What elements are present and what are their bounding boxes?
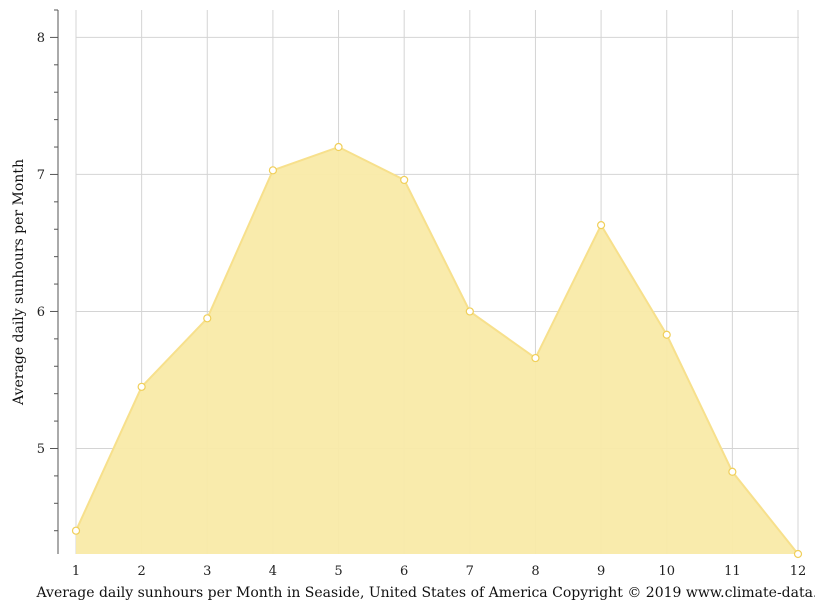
data-point: [268, 166, 278, 175]
x-tick-labels: 1 2 3 4 5 6 7 8 9 10 11 12: [72, 564, 806, 579]
x-tick-label: 9: [597, 564, 605, 579]
data-markers: [71, 142, 803, 559]
x-tick-label: 5: [334, 564, 342, 579]
y-tick-label: 6: [37, 305, 45, 320]
area-fill: [76, 147, 798, 554]
data-point: [203, 314, 212, 323]
series-line: [75, 145, 799, 555]
data-point: [728, 467, 737, 476]
x-tick-label: 11: [724, 564, 741, 579]
data-point: [793, 549, 803, 559]
x-tick-label: 6: [400, 564, 408, 579]
x-axis-caption: Average daily sunhours per Month in Seas…: [36, 585, 815, 601]
x-tick-label: 12: [790, 564, 807, 579]
y-tick-label: 7: [37, 168, 45, 183]
y-tick-label: 5: [37, 442, 45, 457]
data-point: [400, 175, 409, 185]
y-tick-labels: 5 6 7 8: [37, 31, 45, 457]
data-point: [662, 330, 671, 339]
data-point: [71, 526, 81, 535]
x-tick-label: 7: [466, 564, 474, 579]
x-tick-label: 1: [72, 564, 80, 579]
data-point: [137, 382, 146, 391]
x-tick-label: 10: [658, 564, 675, 579]
x-tick-label: 8: [531, 564, 539, 579]
data-point: [334, 142, 343, 152]
x-tick-label: 4: [269, 564, 277, 579]
data-point: [596, 221, 606, 230]
area-series: [75, 145, 799, 555]
x-tick-label: 2: [137, 564, 145, 579]
data-point: [531, 353, 540, 363]
axes: [50, 9, 59, 554]
y-tick-label: 8: [37, 31, 45, 46]
data-point: [465, 307, 474, 316]
y-axis-label: Average daily sunhours per Month: [11, 159, 27, 406]
x-tick-label: 3: [203, 564, 211, 579]
